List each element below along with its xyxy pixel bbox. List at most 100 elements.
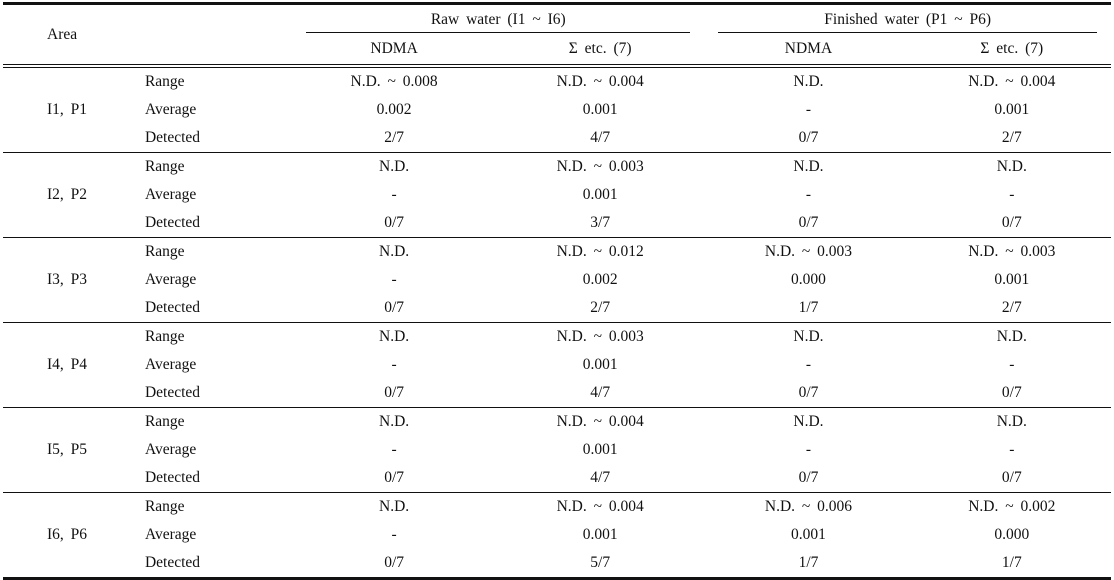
stat-label: Detected [135, 124, 293, 153]
value-cell: N.D. ~ 0.002 [968, 498, 1056, 516]
area-block: I4, P4 Range N.D. N.D. ~ 0.003 N.D. N.D. Avera… [3, 322, 1111, 408]
value-cell: 0.000 [994, 526, 1030, 544]
table-row: I5, P5 Range N.D. N.D. ~ 0.004 N.D. N.D. [3, 407, 1111, 493]
area-block: I1, P1 Range N.D. ~ 0.008 N.D. ~ 0.004 N.D. N… [3, 66, 1111, 153]
table-row: I4, P4 Range N.D. N.D. ~ 0.003 N.D. N.D. [3, 322, 1111, 408]
table-header: Area Raw water (I1 ~ I6) Finished water … [3, 3, 1111, 68]
value-cell: 4/7 [496, 124, 705, 153]
value-cell: 0.001 [582, 356, 618, 374]
value-cell: 0.001 [582, 186, 618, 204]
value-cell: - [1009, 441, 1015, 459]
stat-label: Range [144, 243, 185, 261]
value-cell: N.D. ~ 0.004 [968, 73, 1056, 91]
value-cell: N.D. [996, 328, 1027, 346]
value-cell: N.D. [793, 158, 824, 176]
value-cell: 0.001 [582, 526, 618, 544]
value-cell: N.D. ~ 0.006 [764, 498, 853, 516]
stat-label: Average [144, 356, 197, 374]
area-label: I3, P3 [3, 237, 136, 323]
value-cell: 3/7 [496, 209, 705, 238]
area-label: I4, P4 [3, 322, 136, 408]
value-cell: N.D. ~ 0.012 [556, 243, 644, 261]
table-row: Average - 0.002 0.000 0.001 [3, 266, 1111, 294]
value-cell: - [1009, 356, 1015, 374]
table-row: Detected 0/7 4/7 0/7 0/7 [3, 464, 1111, 493]
value-cell: 0/7 [704, 464, 913, 493]
ndma-results-table: Area Raw water (I1 ~ I6) Finished water … [3, 2, 1111, 580]
value-cell: - [805, 356, 812, 374]
value-cell: N.D. ~ 0.004 [556, 413, 644, 431]
value-cell: 2/7 [912, 124, 1111, 153]
table-row: Detected 0/7 2/7 1/7 2/7 [3, 294, 1111, 323]
table-row: Detected 2/7 4/7 0/7 2/7 [3, 124, 1111, 153]
value-cell: N.D. [996, 413, 1027, 431]
stat-label: Range [144, 158, 185, 176]
value-cell: 0/7 [704, 209, 913, 238]
stat-label: Average [144, 186, 197, 204]
finished-water-group-header: Finished water (P1 ~ P6) [704, 4, 1111, 37]
value-cell: - [391, 186, 397, 204]
stat-label: Range [144, 498, 185, 516]
value-cell: 2/7 [912, 294, 1111, 323]
header-subcolumn-row: NDMA Σ etc. (7) NDMA Σ etc. (7) [3, 36, 1111, 68]
table-row: I3, P3 Range N.D. N.D. ~ 0.012 N.D. ~ 0.003 N… [3, 237, 1111, 323]
value-cell: 0/7 [912, 464, 1111, 493]
value-cell: 0.002 [376, 101, 412, 119]
area-label: I6, P6 [3, 492, 136, 579]
stat-label: Average [144, 526, 197, 544]
value-cell: N.D. [793, 328, 824, 346]
area-block: I3, P3 Range N.D. N.D. ~ 0.012 N.D. ~ 0.003 N… [3, 237, 1111, 323]
value-cell: N.D. ~ 0.003 [764, 243, 853, 261]
table-row: Detected 0/7 5/7 1/7 1/7 [3, 549, 1111, 579]
value-cell: - [805, 441, 812, 459]
value-cell: N.D. ~ 0.004 [556, 73, 644, 91]
value-cell: 0.000 [791, 271, 826, 289]
value-cell: 2/7 [496, 294, 705, 323]
stat-label: Detected [135, 549, 293, 579]
raw-ndma-column-header: NDMA [292, 36, 497, 68]
area-label: I5, P5 [3, 407, 136, 493]
area-label: I1, P1 [3, 66, 136, 153]
value-cell: N.D. ~ 0.004 [556, 498, 644, 516]
table-row: Detected 0/7 3/7 0/7 0/7 [3, 209, 1111, 238]
table-row: I2, P2 Range N.D. N.D. ~ 0.003 N.D. N.D. [3, 152, 1111, 238]
stat-label: Range [144, 73, 185, 91]
table-row: Average - 0.001 - - [3, 181, 1111, 209]
table-row: Detected 0/7 4/7 0/7 0/7 [3, 379, 1111, 408]
value-cell: N.D. ~ 0.003 [556, 328, 644, 346]
value-cell: 0/7 [912, 379, 1111, 408]
value-cell: N.D. ~ 0.008 [350, 73, 438, 91]
value-cell: 1/7 [704, 294, 913, 323]
stat-label: Detected [135, 379, 293, 408]
raw-sum-etc-column-header: Σ etc. (7) [496, 36, 705, 68]
value-cell: N.D. [379, 158, 410, 176]
finished-water-group-label: Finished water (P1 ~ P6) [718, 10, 1097, 34]
value-cell: 0.001 [582, 101, 618, 119]
value-cell: - [1009, 186, 1015, 204]
value-cell: - [805, 186, 812, 204]
area-column-header: Area [3, 3, 293, 68]
table-row: Average - 0.001 - - [3, 436, 1111, 464]
value-cell: 0/7 [292, 464, 497, 493]
area-block: I5, P5 Range N.D. N.D. ~ 0.004 N.D. N.D. Avera… [3, 407, 1111, 493]
stat-label: Average [144, 441, 197, 459]
value-cell: 0.001 [582, 441, 618, 459]
stat-label: Average [144, 271, 197, 289]
raw-water-group-header: Raw water (I1 ~ I6) [292, 4, 704, 37]
value-cell: N.D. ~ 0.003 [968, 243, 1056, 261]
area-block: I2, P2 Range N.D. N.D. ~ 0.003 N.D. N.D. Avera… [3, 152, 1111, 238]
value-cell: N.D. ~ 0.003 [556, 158, 644, 176]
area-block: I6, P6 Range N.D. N.D. ~ 0.004 N.D. ~ 0.006 N… [3, 492, 1111, 579]
area-label: I2, P2 [3, 152, 136, 238]
value-cell: - [805, 101, 812, 119]
value-cell: 0.001 [994, 271, 1030, 289]
value-cell: 0/7 [292, 549, 497, 579]
value-cell: N.D. [996, 158, 1027, 176]
value-cell: 0.001 [791, 526, 826, 544]
value-cell: 0/7 [704, 379, 913, 408]
value-cell: 1/7 [912, 549, 1111, 579]
table-row: Average - 0.001 - - [3, 351, 1111, 379]
value-cell: 5/7 [496, 549, 705, 579]
value-cell: 4/7 [496, 379, 705, 408]
